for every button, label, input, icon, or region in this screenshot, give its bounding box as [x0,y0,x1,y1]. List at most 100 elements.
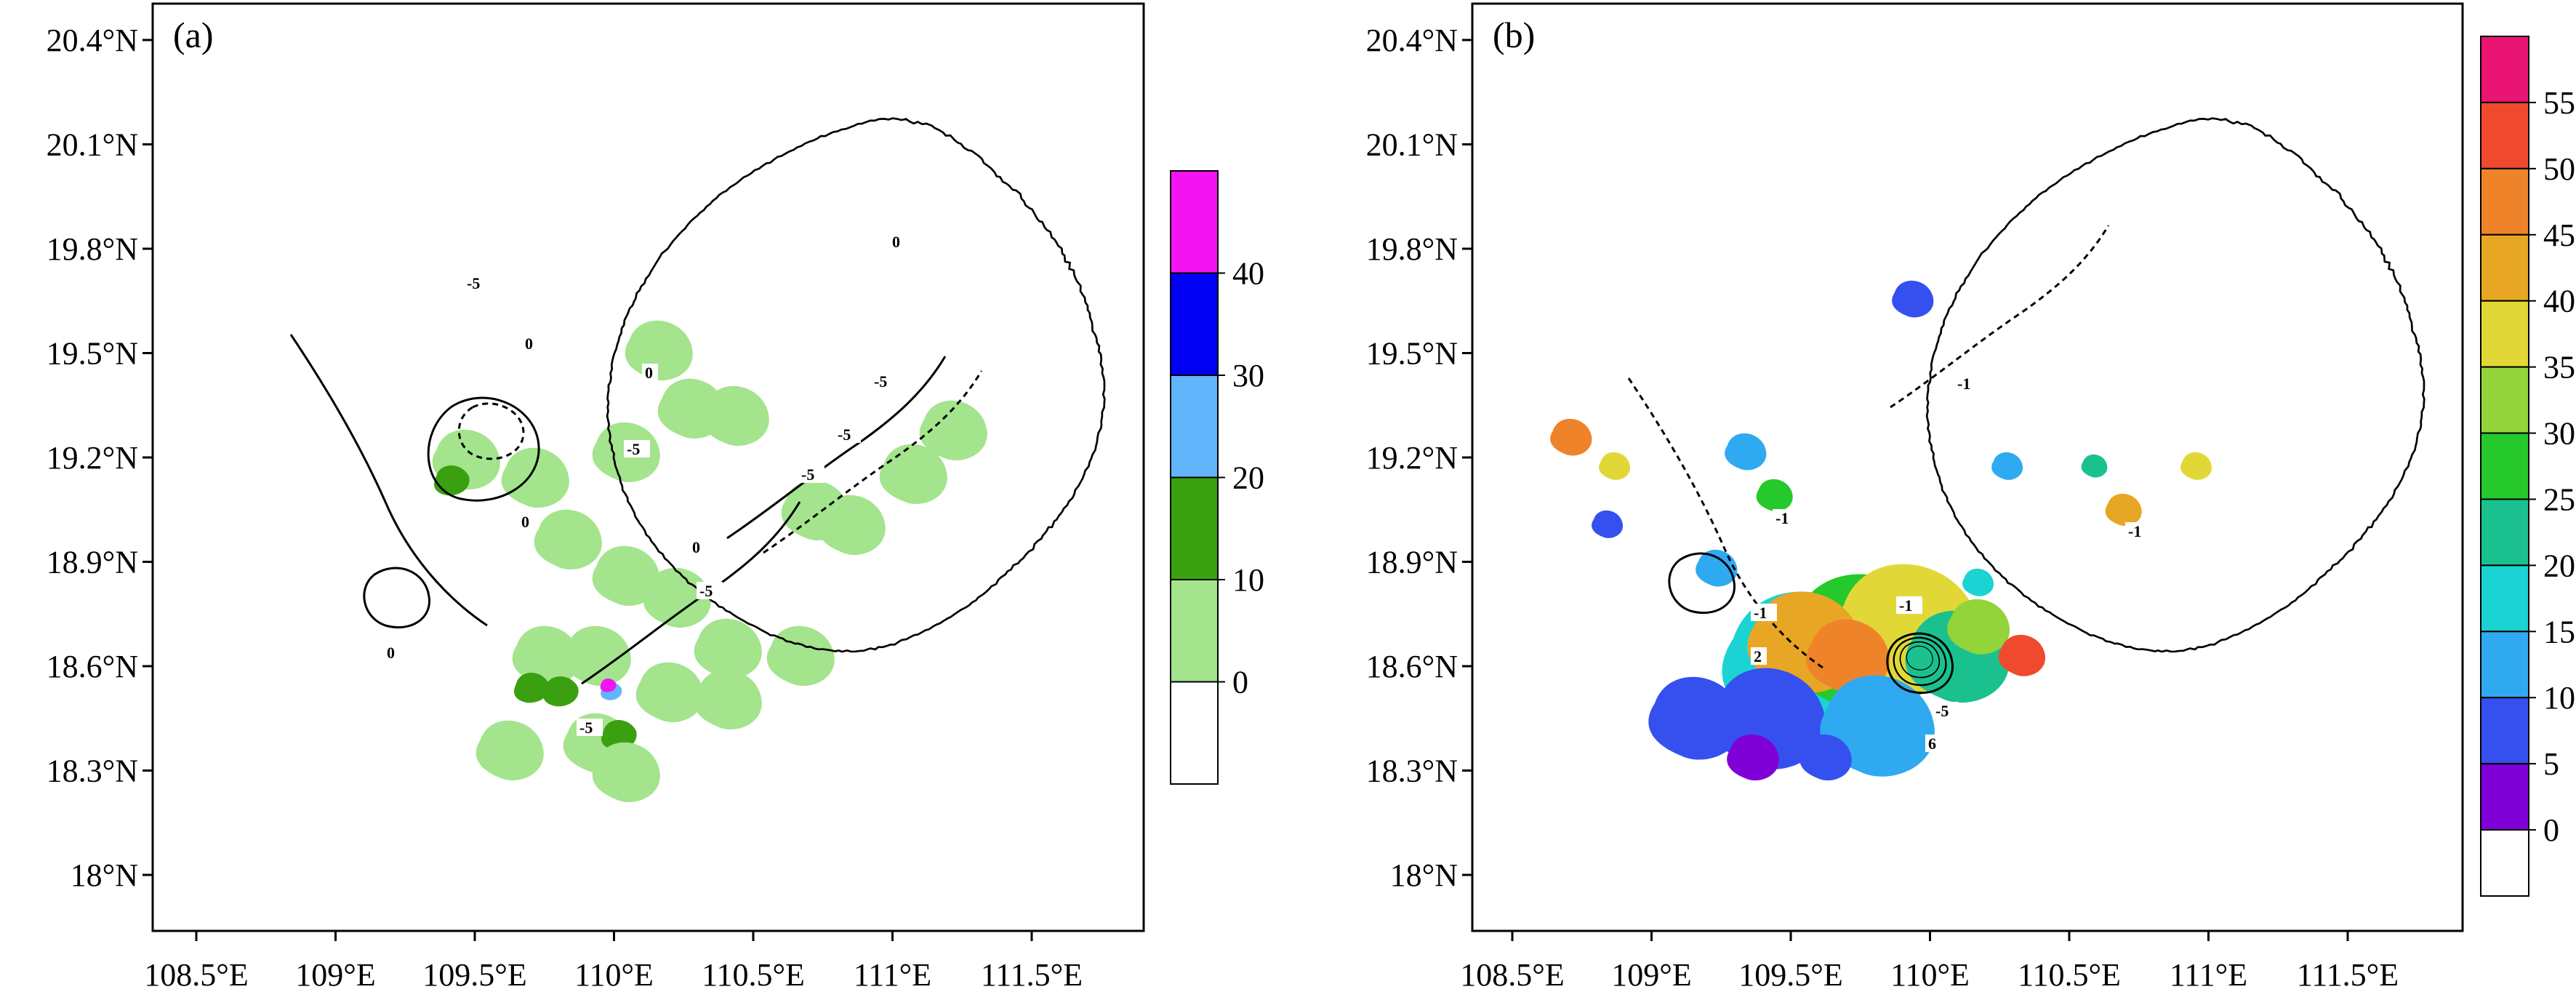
contour-label-bg [518,513,534,530]
y-tick-label: 19.2°N [1366,440,1458,476]
colorbar-label: 15 [2543,614,2575,649]
y-tick-label: 18°N [1390,857,1458,893]
reflectivity-patch [1962,568,1994,596]
x-tick-label: 110.5°E [702,957,805,993]
contour-label: -5 [699,582,713,600]
contour-label: 0 [521,513,529,531]
contour-label: -5 [1935,702,1949,720]
y-tick-label: 18.6°N [1366,649,1458,684]
contour-line [1889,224,2110,409]
contour-label-bg [1751,604,1777,621]
y-tick-label: 20.4°N [47,23,138,58]
colorbar-bin [1170,579,1219,683]
contour-label: -5 [838,425,851,444]
reflectivity-patch [1725,433,1767,471]
y-tick-label: 18.3°N [47,753,138,789]
colorbar-bin [2480,233,2529,302]
contour-label-bg [871,372,897,390]
colorbar-label: 50 [2543,151,2575,187]
x-tick-label: 111.5°E [981,957,1083,993]
contour-label-bg [384,644,400,661]
y-tick-label: 19.8°N [1366,231,1458,267]
y-tick-label: 19.8°N [47,231,138,267]
contour-label-bg [464,274,490,292]
colorbar-label: 35 [2543,350,2575,385]
x-tick-label: 109°E [295,957,375,993]
precip-patch [635,662,704,723]
y-tick-label: 20.1°N [47,127,138,163]
contour-label: -5 [801,465,814,484]
x-tick-label: 111°E [2170,957,2247,993]
contour-label-bg [1954,375,1981,392]
y-tick-label: 19.5°N [47,336,138,372]
contour-label-bg [689,538,705,556]
colorbar-bin [2480,631,2529,699]
contour-label: 0 [645,364,653,382]
y-tick-label: 18.3°N [1366,753,1458,789]
reflectivity-patch [2180,452,2212,480]
y-tick-label: 20.4°N [1366,23,1458,58]
contour-label-bg [577,719,603,736]
colorbar-bin [2480,829,2529,897]
colorbar-label: 30 [2543,416,2575,452]
contour-label-bg [522,335,538,352]
precip-patch [766,625,835,687]
colorbar-bin [2480,36,2529,103]
x-tick-label: 109.5°E [422,957,526,993]
colorbar-bin [2480,167,2529,236]
shaded-field [1550,280,2212,781]
precip-patch [534,509,602,570]
colorbar-bin [2480,763,2529,831]
contour-label-bg [1925,735,1941,752]
reflectivity-patch [2081,454,2108,478]
colorbar-label: 25 [2543,481,2575,517]
colorbar-bin [1170,375,1219,479]
contour-label-bg [835,425,861,443]
contour-label: 2 [1754,647,1762,665]
y-tick-label: 18.9°N [47,545,138,580]
colorbar-label: 0 [1232,665,1248,700]
colorbar: 40 30 20 10 0 [1170,170,1264,785]
map-panel-b: -1 -1 -1 -1 -1 2 6 -5 108.5°E 109°E 109.5°E 110°E 11… [1366,2,2575,993]
precip-patch [501,447,569,508]
colorbar-bin [2480,564,2529,633]
contour-label: 0 [525,335,533,353]
colorbar-label: 20 [1232,460,1264,496]
contour-label-bg [889,233,905,250]
shaded-field [432,320,987,803]
precip-patch [476,720,544,781]
colorbar-bin [1170,272,1219,376]
colorbar-bin [1170,681,1219,785]
colorbar-bin [2480,101,2529,169]
y-tick-label: 20.1°N [1366,127,1458,163]
precip-patch [694,618,762,679]
contour-label-bg [697,582,723,599]
x-tick-label: 109°E [1611,957,1691,993]
x-tick-label: 108.5°E [144,957,248,993]
colorbar-label: 30 [1232,358,1264,393]
colorbar-label: 10 [1232,562,1264,598]
reflectivity-patch [1592,510,1624,538]
contour-label: -1 [1754,604,1767,622]
reflectivity-patch [1599,452,1631,480]
colorbar-label: 10 [2543,680,2575,716]
x-tick-label: 108.5°E [1460,957,1564,993]
colorbar-label: 40 [2543,284,2575,319]
y-tick-label: 18.6°N [47,649,138,684]
contour-label: -5 [467,274,480,292]
contour-label: -1 [2128,522,2141,540]
contour-label: 0 [387,644,395,662]
colorbar-label: 0 [2543,812,2559,848]
colorbar-bin [2480,432,2529,500]
contour-line [363,567,431,629]
map-frame [151,2,1145,932]
contour-label: -1 [1957,375,1970,393]
contour-label: -5 [874,372,887,391]
contour-label-bg [1773,509,1799,527]
reflectivity-patch [2105,493,2142,527]
map-panel-a: 0 0 0 0 0 0 -5 -5 -5 -5 -5 -5 -5 108.5°E 109°E 109.5°E 1… [47,2,1264,993]
contour-label: -5 [627,440,640,458]
contour-label-bg [642,364,658,381]
